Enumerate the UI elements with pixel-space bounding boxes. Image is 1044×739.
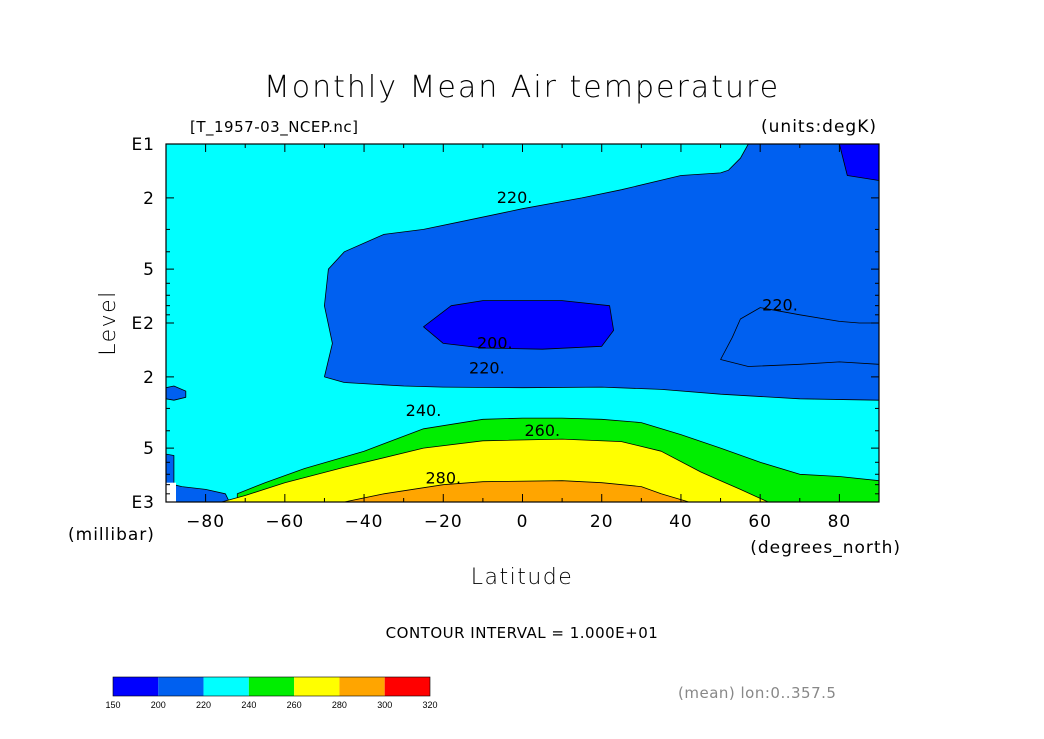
colorbar-swatch-0	[113, 677, 159, 696]
missing-data-patch	[166, 482, 176, 502]
contour-label-1: 220.	[762, 296, 798, 315]
y-tick-label-0: E1	[131, 135, 155, 155]
mean-lon-text: (mean) lon:0..357.5	[678, 684, 836, 702]
x-tick-label-4: 0	[517, 512, 529, 532]
colorbar-label-1: 200	[151, 700, 166, 710]
colorbar-swatch-2	[203, 677, 249, 696]
y-tick-label-4: 2	[143, 368, 155, 388]
x-axis-title: Latitude	[471, 565, 574, 590]
colorbar-label-5: 280	[332, 700, 347, 710]
contour-label-0: 220.	[497, 188, 533, 207]
contour-line-200-1	[324, 376, 879, 401]
colorbar-label-0: 150	[105, 700, 120, 710]
contour-interval-text: CONTOUR INTERVAL = 1.000E+01	[386, 624, 659, 642]
contour-line-200-0	[323, 144, 749, 377]
x-tick-label-2: −40	[345, 512, 384, 532]
contour-region-200-6	[839, 144, 879, 181]
contour-label-4: 240.	[406, 401, 442, 420]
contour-label-3: 220.	[469, 359, 505, 378]
x-tick-label-8: 80	[828, 512, 852, 532]
colorbar-swatch-3	[248, 677, 295, 696]
x-tick-label-0: −80	[186, 512, 225, 532]
y-tick-label-2: 5	[143, 260, 155, 280]
x-axis: −80 −60 −40 −20 0 20 40 60 80	[165, 144, 880, 532]
contour-label-2: 200.	[477, 333, 513, 352]
colorbar-swatch-5	[339, 677, 385, 696]
colorbar-label-2: 220	[196, 700, 211, 710]
x-tick-label-6: 40	[669, 512, 693, 532]
colorbar-label-3: 240	[241, 700, 256, 710]
colorbar-swatch-4	[294, 677, 340, 696]
y-tick-label-6: E3	[131, 493, 155, 513]
colorbar-frame	[112, 676, 431, 697]
contour-region-200-4	[166, 385, 187, 401]
x-tick-label-5: 20	[590, 512, 614, 532]
x-tick-label-3: −20	[424, 512, 463, 532]
contour-fills	[166, 144, 879, 502]
y-tick-label-5: 5	[143, 439, 155, 459]
x-units-label: (degrees_north)	[750, 538, 901, 558]
contour-region-280-9	[343, 480, 690, 502]
contour-label-6: 280.	[425, 469, 461, 488]
chart-title: Monthly Mean Air temperature	[264, 70, 780, 105]
contour-region-200-3	[720, 307, 879, 401]
units-label: (units:degK)	[761, 117, 877, 137]
y-axis: E1 2 5 E2 2 5 E3	[131, 135, 879, 513]
contour-labels: 220. 220. 200. 220. 240. 260. 280.	[406, 188, 798, 488]
y-tick-label-3: E2	[131, 314, 155, 334]
colorbar-label-4: 260	[287, 700, 302, 710]
colorbar-swatch-1	[158, 677, 204, 696]
y-axis-title: Level	[96, 290, 121, 356]
contour-region-200-5	[423, 300, 614, 350]
y-tick-label-1: 2	[143, 189, 155, 209]
y-units-label: (millibar)	[68, 525, 155, 545]
colorbar: 150 200 220 240 260 280 300 320	[105, 676, 438, 710]
colorbar-label-7: 320	[422, 700, 437, 710]
x-tick-label-1: −60	[265, 512, 304, 532]
colorbar-swatch-6	[384, 677, 430, 696]
x-tick-label-7: 60	[748, 512, 772, 532]
file-label: [T_1957-03_NCEP.nc]	[190, 118, 358, 137]
contour-label-5: 260.	[524, 421, 560, 440]
colorbar-label-6: 300	[377, 700, 392, 710]
